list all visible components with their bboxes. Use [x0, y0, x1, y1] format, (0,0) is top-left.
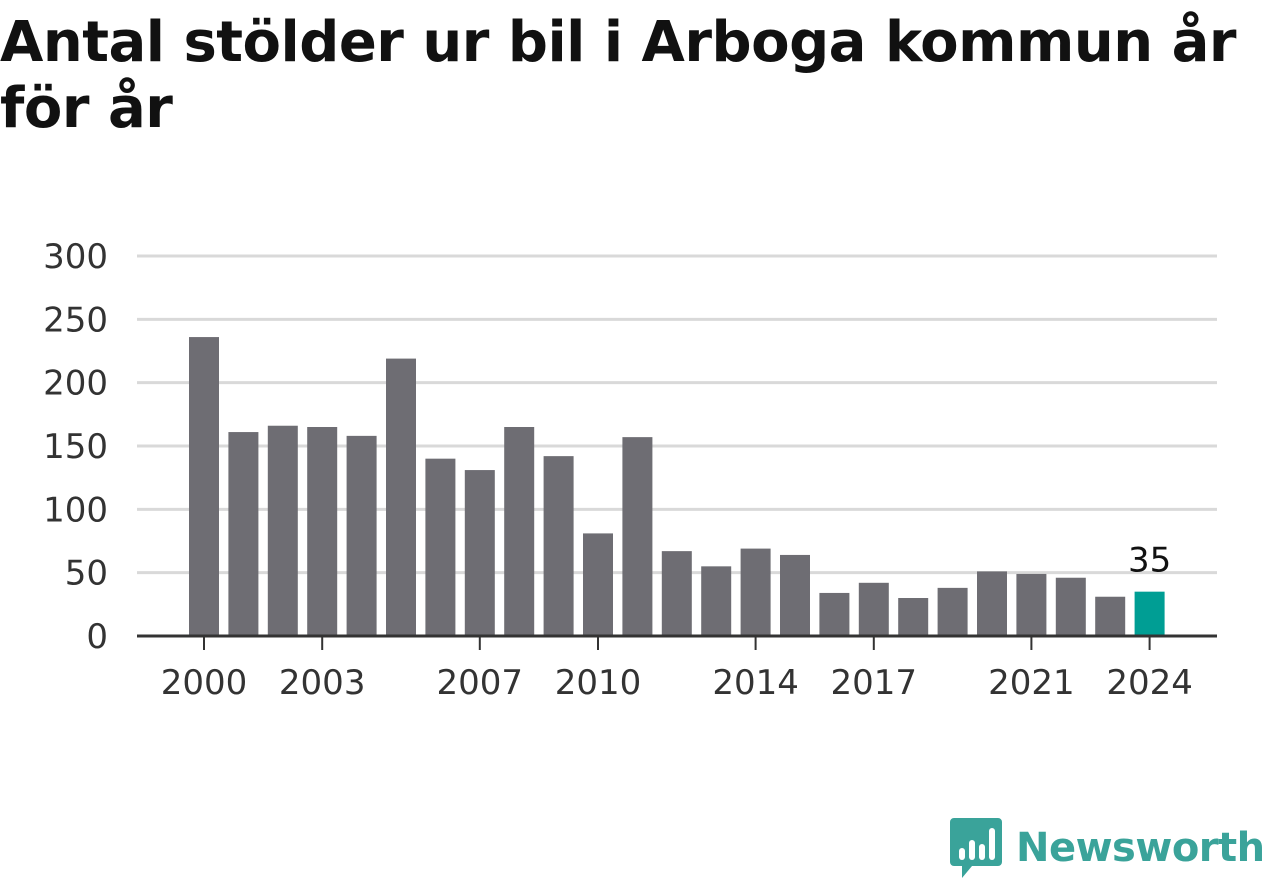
y-tick-label: 0: [86, 617, 108, 657]
data-label-highlight: 35: [1128, 541, 1171, 581]
bar-2011: [622, 437, 653, 636]
bar-2001: [228, 432, 259, 636]
x-tick-label: 2003: [279, 663, 366, 703]
bar-2019: [937, 587, 968, 636]
chart-title: Antal stölder ur bil i Arboga kommun år …: [0, 10, 1237, 141]
y-tick-label: 50: [65, 554, 108, 594]
bar-2020: [977, 571, 1007, 636]
x-tick-label: 2021: [988, 663, 1075, 703]
labels: 0 50 100 150 200 250 300 2000 2003 2007 2010 2014 20…: [43, 237, 1193, 703]
bar-chart-speech-bubble-icon: [950, 818, 1002, 878]
x-tick-label: 2007: [437, 663, 524, 703]
bar-2005: [386, 358, 416, 636]
bar-2016: [819, 592, 850, 636]
x-tick-label: 2017: [831, 663, 918, 703]
bar-2013: [701, 566, 732, 636]
bar-2023: [1095, 596, 1126, 636]
grid-lines: [137, 254, 1217, 575]
bar-2006: [425, 458, 456, 636]
x-tick-label: 2010: [555, 663, 642, 703]
bar-2008: [504, 427, 535, 636]
bar-2003: [307, 427, 338, 636]
bar-2012: [661, 551, 692, 636]
bar-2022: [1055, 577, 1086, 636]
bar-2010: [583, 533, 613, 636]
bar-2004: [346, 435, 377, 636]
x-tick-label: 2024: [1106, 663, 1193, 703]
bar-2014: [740, 548, 771, 636]
bar-2009: [543, 456, 574, 636]
x-tick-label: 2000: [161, 663, 248, 703]
y-tick-label: 100: [43, 490, 108, 530]
bar-2024: [1134, 591, 1165, 636]
bar-2017: [858, 582, 889, 636]
y-tick-label: 300: [43, 237, 108, 277]
brand-logo: Newsworthy: [950, 818, 1262, 878]
bar-2007: [464, 470, 495, 636]
bar-2018: [898, 598, 929, 636]
axes: [137, 634, 1217, 650]
bars: [189, 337, 1165, 636]
y-tick-label: 200: [43, 364, 108, 404]
bar-2000: [189, 337, 219, 636]
y-tick-label: 250: [43, 300, 108, 340]
brand-name: Newsworthy: [1016, 825, 1262, 871]
bar-2021: [1016, 573, 1047, 636]
bar-2015: [780, 554, 810, 636]
y-tick-label: 150: [43, 427, 108, 467]
x-tick-label: 2014: [712, 663, 799, 703]
bar-2002: [267, 425, 298, 636]
